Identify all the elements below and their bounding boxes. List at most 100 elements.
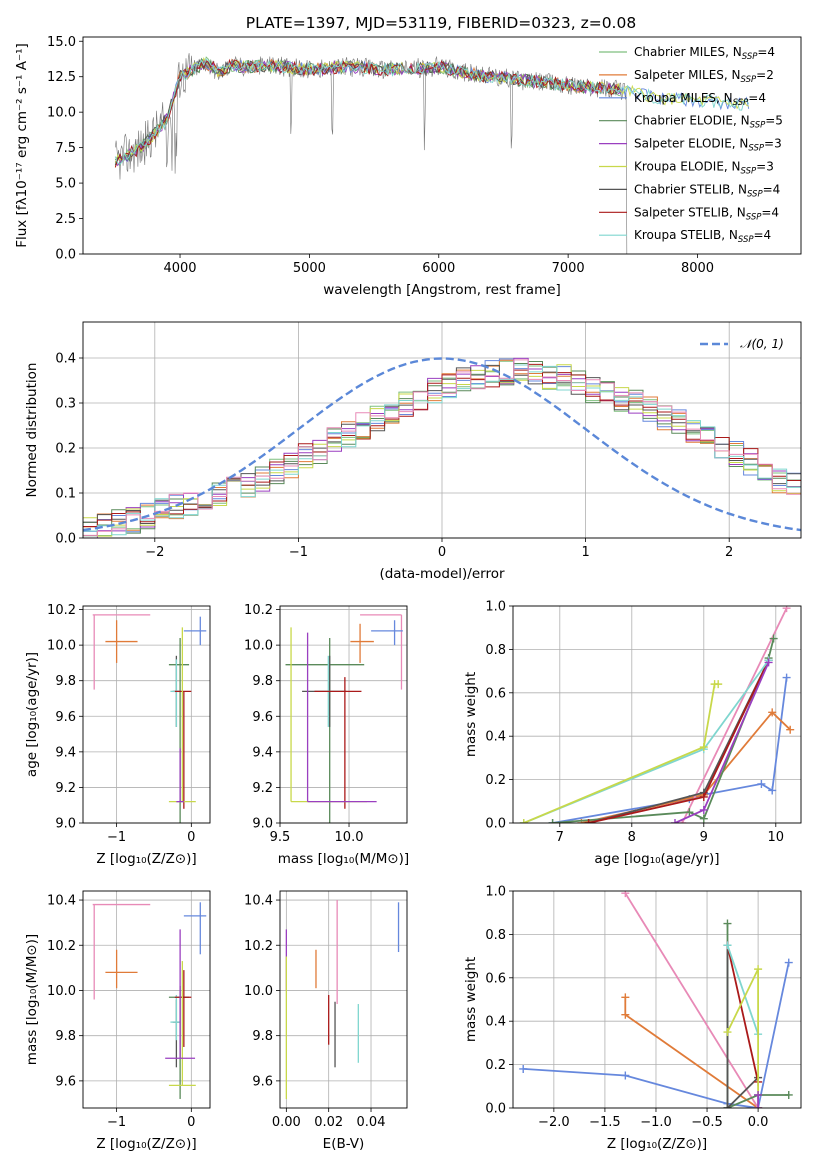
weight-series-2 (624, 892, 759, 1108)
legend-label-normal: 𝒩(0, 1) (740, 337, 784, 351)
x-tick-label: 9.5 (270, 830, 291, 845)
x-tick-label: 8000 (681, 261, 714, 276)
y-tick-label: 0.3 (55, 397, 76, 412)
weight-marker-3 (699, 814, 708, 823)
weight-marker-1 (786, 725, 795, 734)
axes-frame (82, 36, 802, 255)
x-tick-label: 0 (438, 545, 446, 560)
weight-marker-7 (714, 680, 723, 689)
x-tick-label: 9 (700, 830, 708, 845)
x-tick-label: −2.0 (538, 1115, 570, 1130)
panel-age_vs_mass: 9.5 10.0 9.0 9.2 9.4 9.6 9.8 10.0 10.2 mass [log₁… (244, 603, 409, 867)
x-tick-label: 2 (725, 545, 733, 560)
grid (83, 322, 801, 539)
histogram-series-9 (83, 359, 801, 538)
axes-frame (82, 890, 211, 1109)
weight-series-5 (726, 945, 759, 1083)
y-axis-label: Normed distribution (24, 363, 40, 498)
weight-marker-0 (757, 779, 766, 788)
axes-frame (82, 605, 211, 824)
y-tick-label: 9.8 (55, 1029, 76, 1044)
normal-reference-curve (83, 357, 801, 532)
panel-massweight_vs_age: 7 8 9 10 0.0 0.2 0.4 0.6 0.8 1.0 age [log₁₀(age/yr… (463, 600, 802, 867)
y-tick-label: 0.8 (485, 928, 506, 943)
weight-marker-1 (621, 1010, 630, 1019)
legend-entry-6: Chabrier STELIB, NSSP=4 (634, 182, 780, 199)
y-tick-label: 9.0 (55, 817, 76, 832)
axes-frame (512, 605, 802, 824)
y-tick-label: 10.2 (47, 603, 76, 618)
y-tick-label: 1.0 (485, 600, 506, 615)
weight-series-1 (624, 997, 759, 1108)
y-tick-label: 0.2 (55, 442, 76, 457)
y-tick-label: 0.0 (485, 1102, 506, 1117)
x-axis-label: Z [log₁₀(Z/Z⊙)] (96, 851, 196, 867)
legend-entry-4: Salpeter ELODIE, NSSP=3 (634, 137, 782, 154)
y-tick-label: 10.0 (244, 639, 273, 654)
y-axis-label: age [log₁₀(age/yr)] (24, 652, 40, 777)
y-tick-label: 10.2 (244, 603, 273, 618)
y-axis-label: Flux [fλ10⁻¹⁷ erg cm⁻² s⁻¹ A⁻¹] (14, 43, 30, 248)
y-tick-label: 9.6 (252, 1074, 273, 1089)
x-tick-label: −1.0 (640, 1115, 672, 1130)
legend-entry-8: Kroupa STELIB, NSSP=4 (634, 228, 771, 245)
weight-marker-0 (519, 1064, 528, 1073)
grid (279, 606, 407, 824)
x-tick-label: −1 (289, 545, 308, 560)
weight-marker-0 (782, 673, 791, 682)
y-tick-label: 9.4 (252, 745, 273, 760)
y-tick-label: 9.4 (55, 745, 76, 760)
legend-entry-0: Chabrier MILES, NSSP=4 (634, 45, 775, 62)
y-tick-label: 0.8 (485, 643, 506, 658)
y-tick-label: 0.2 (485, 1058, 506, 1073)
weight-marker-7 (519, 819, 528, 823)
histogram-series-8 (83, 364, 801, 538)
x-tick-label: 8 (628, 830, 636, 845)
y-tick-label: 0.4 (55, 352, 76, 367)
weight-marker-3 (784, 1090, 793, 1099)
weight-series-4 (726, 945, 759, 1108)
figure-title: PLATE=1397, MJD=53119, FIBERID=0323, z=0… (246, 14, 636, 32)
y-tick-label: 10.4 (47, 894, 76, 909)
plot-area (519, 606, 795, 823)
legend-entry-3: Chabrier ELODIE, NSSP=5 (634, 114, 783, 131)
y-tick-label: 10.0 (47, 639, 76, 654)
panel-mass_vs_Z: −1 0 9.6 9.8 10.0 10.2 10.4 Z [log₁₀(Z/Z⊙)] mass… (24, 890, 211, 1152)
weight-marker-8 (754, 1090, 763, 1099)
grid (513, 605, 801, 824)
panel-residuals: −2 −1 0 1 2 0.0 0.1 0.2 0.3 0.4 (data-model)/error… (24, 321, 802, 582)
grid (83, 606, 210, 824)
weight-marker-5 (699, 792, 708, 801)
y-axis-label: mass weight (463, 672, 479, 757)
legend-entry-1: Salpeter MILES, NSSP=2 (634, 68, 774, 85)
x-tick-label: 0 (187, 830, 195, 845)
y-tick-label: 7.5 (55, 141, 76, 156)
x-tick-label: 10 (768, 830, 785, 845)
model-line-4 (114, 58, 621, 167)
y-tick-label: 9.8 (55, 674, 76, 689)
x-axis-label: E(B-V) (323, 1136, 365, 1152)
plot-area (83, 357, 801, 538)
weight-marker-1 (768, 708, 777, 717)
x-tick-label: 0.04 (357, 1115, 386, 1130)
grid (83, 891, 210, 1108)
weight-series-3 (552, 638, 775, 823)
weight-series-6 (726, 945, 759, 1035)
y-tick-label: 9.0 (252, 817, 273, 832)
axes-frame (279, 890, 408, 1109)
weight-marker-5 (584, 819, 593, 823)
model-line-1 (114, 58, 622, 168)
y-tick-label: 2.5 (55, 212, 76, 227)
y-axis-label: mass weight (463, 957, 479, 1042)
y-tick-label: 10.0 (47, 106, 76, 121)
weight-series-6 (523, 659, 770, 823)
x-tick-label: 0.02 (314, 1115, 343, 1130)
x-tick-label: −1 (107, 830, 126, 845)
legend-entry-2: Kroupa MILES, NSSP=4 (634, 91, 766, 108)
x-tick-label: −0.5 (691, 1115, 723, 1130)
weight-marker-4 (723, 1104, 732, 1108)
weight-series-2 (681, 607, 788, 823)
x-tick-label: 6000 (422, 261, 455, 276)
plot-area (285, 614, 403, 823)
weight-series-1 (581, 710, 791, 823)
